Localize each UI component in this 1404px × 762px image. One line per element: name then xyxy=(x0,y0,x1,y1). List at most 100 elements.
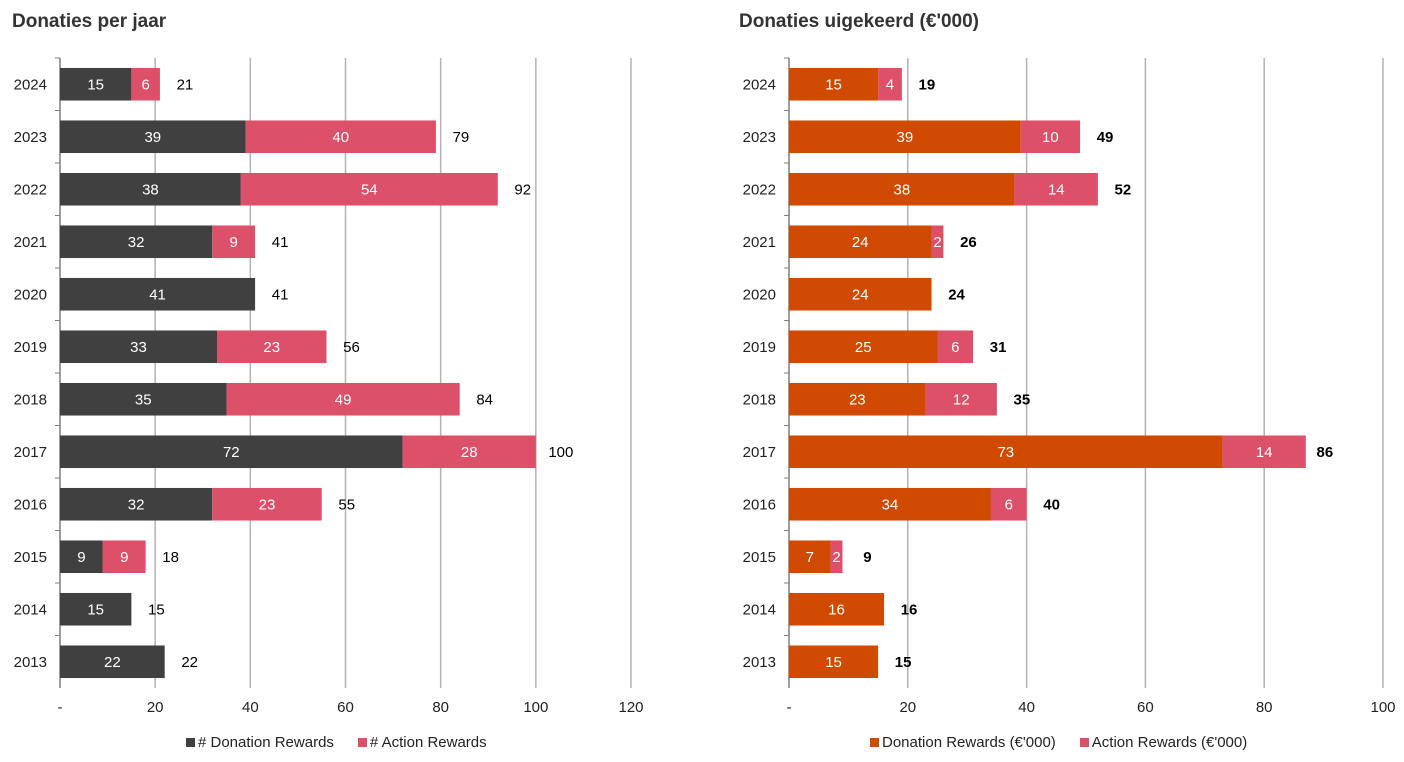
x-tick-label: 80 xyxy=(1256,699,1273,716)
legend-item-action-rewards: Action Rewards (€'000) xyxy=(1079,734,1248,751)
total-label: 19 xyxy=(919,76,936,93)
data-label: 22 xyxy=(104,654,121,671)
bar-donation-rewards xyxy=(60,487,213,521)
data-label: 24 xyxy=(852,286,869,303)
total-label: 41 xyxy=(272,286,289,303)
x-tick-label: - xyxy=(58,699,63,716)
data-label: 2 xyxy=(933,234,941,251)
total-label: 15 xyxy=(148,601,165,618)
legend-label: Donation Rewards (€'000) xyxy=(882,734,1056,751)
y-tick-label: 2020 xyxy=(14,286,47,303)
data-label: 39 xyxy=(144,129,161,146)
bar-donation-rewards xyxy=(789,120,1021,154)
y-tick-label: 2024 xyxy=(743,76,776,93)
data-label: 14 xyxy=(1256,444,1273,461)
data-label: 14 xyxy=(1048,181,1065,198)
chart-title: Donaties per jaar xyxy=(12,11,167,32)
x-tick-label: 80 xyxy=(432,699,449,716)
chart-panel-right: Donaties uigekeerd (€'000) - 20 40 60 80 100 2… xyxy=(700,0,1404,762)
data-label: 32 xyxy=(128,234,145,251)
bar-donation-rewards xyxy=(60,277,256,311)
bar-donation-rewards xyxy=(789,487,991,521)
bar-donation-rewards xyxy=(789,277,932,311)
data-label: 12 xyxy=(953,391,970,408)
bar-donation-rewards xyxy=(60,67,132,101)
bar-donation-rewards xyxy=(789,225,932,259)
bar-action-rewards xyxy=(212,487,322,521)
data-label: 54 xyxy=(361,181,378,198)
x-tick-label: 20 xyxy=(147,699,164,716)
bar-chart-donaties-uigekeerd: - 20 40 60 80 100 2024 15 4 19 2023 39 10 49 2022 38 14 5… xyxy=(743,57,1396,716)
bar-donation-rewards xyxy=(789,172,1015,206)
data-label: 35 xyxy=(135,391,152,408)
data-label: 34 xyxy=(882,496,899,513)
data-label: 28 xyxy=(461,444,478,461)
x-tick-label: - xyxy=(787,699,792,716)
bar-action-rewards xyxy=(878,67,902,101)
data-label: 2 xyxy=(832,549,840,566)
data-label: 73 xyxy=(997,444,1014,461)
data-label: 6 xyxy=(1005,496,1013,513)
total-label: 79 xyxy=(453,129,470,146)
data-label: 6 xyxy=(951,339,959,356)
data-label: 16 xyxy=(828,601,845,618)
x-tick-label: 40 xyxy=(242,699,259,716)
legend-item-donation-rewards: # Donation Rewards xyxy=(186,734,334,751)
x-tick-label: 60 xyxy=(1137,699,1154,716)
y-tick-label: 2013 xyxy=(743,654,776,671)
data-label: 32 xyxy=(128,496,145,513)
y-tick-label: 2018 xyxy=(743,391,776,408)
data-label: 15 xyxy=(825,654,842,671)
bar-action-rewards xyxy=(937,330,974,364)
total-label: 52 xyxy=(1115,181,1132,198)
y-tick-label: 2022 xyxy=(743,181,776,198)
chart-panel-left: Donaties per jaar - 20 40 60 80 100 120 2024 15 6… xyxy=(0,0,700,762)
y-tick-label: 2020 xyxy=(743,286,776,303)
bar-donation-rewards xyxy=(789,67,879,101)
data-label: 4 xyxy=(886,76,894,93)
bar-action-rewards xyxy=(217,330,327,364)
data-label: 15 xyxy=(825,76,842,93)
chart-legend: # Donation Rewards # Action Rewards xyxy=(186,734,487,751)
total-label: 26 xyxy=(960,234,977,251)
y-tick-label: 2018 xyxy=(14,391,47,408)
chart-legend: Donation Rewards (€'000) Action Rewards … xyxy=(870,734,1247,751)
data-label: 7 xyxy=(806,549,814,566)
bar-action-rewards xyxy=(1222,435,1306,469)
x-tick-label: 100 xyxy=(523,699,548,716)
bar-donation-rewards xyxy=(789,382,926,416)
legend-label: Action Rewards (€'000) xyxy=(1091,734,1248,751)
bar-donation-rewards xyxy=(789,645,879,679)
data-label: 38 xyxy=(894,181,911,198)
bar-donation-rewards xyxy=(60,540,103,574)
total-label: 22 xyxy=(181,654,198,671)
y-tick-label: 2024 xyxy=(14,76,47,93)
bar-action-rewards xyxy=(131,67,160,101)
data-label: 6 xyxy=(141,76,149,93)
y-tick-label: 2023 xyxy=(743,129,776,146)
bar-action-rewards xyxy=(990,487,1027,521)
data-label: 40 xyxy=(332,129,349,146)
bar-donation-rewards xyxy=(60,382,227,416)
bar-action-rewards xyxy=(245,120,436,154)
legend-item-donation-rewards: Donation Rewards (€'000) xyxy=(870,734,1056,751)
legend-swatch-icon xyxy=(357,738,367,747)
data-label: 41 xyxy=(149,286,166,303)
data-label: 9 xyxy=(77,549,85,566)
data-label: 49 xyxy=(335,391,352,408)
total-label: 16 xyxy=(901,601,918,618)
bar-action-rewards xyxy=(402,435,536,469)
y-tick-label: 2017 xyxy=(14,444,47,461)
total-label: 24 xyxy=(948,286,965,303)
data-label: 33 xyxy=(130,339,147,356)
bar-action-rewards xyxy=(1014,172,1098,206)
data-label: 9 xyxy=(120,549,128,566)
bar-donation-rewards xyxy=(60,172,241,206)
bar-donation-rewards xyxy=(60,592,132,626)
bar-donation-rewards xyxy=(60,120,246,154)
bar-donation-rewards xyxy=(60,645,165,679)
legend-item-action-rewards: # Action Rewards xyxy=(357,734,487,751)
bar-donation-rewards xyxy=(789,540,831,574)
total-label: 41 xyxy=(272,234,289,251)
bar-donation-rewards xyxy=(60,225,213,259)
